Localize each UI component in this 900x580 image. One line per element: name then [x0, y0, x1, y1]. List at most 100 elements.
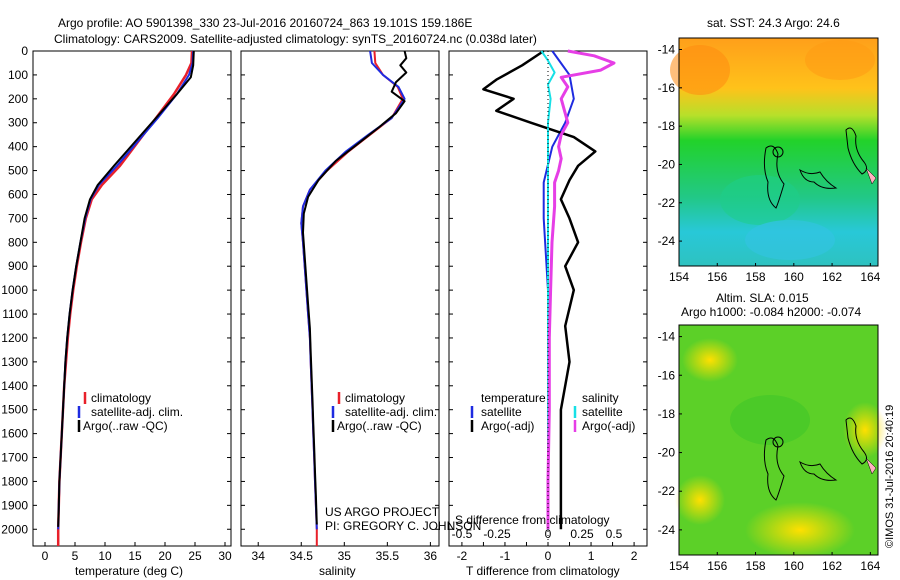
legend-label-climatology: climatology	[91, 391, 151, 405]
island-outline	[799, 460, 838, 481]
temperature-axis-label: temperature (deg C)	[75, 564, 183, 578]
depth-tick-label: 600	[8, 187, 28, 201]
sst-map-title: sat. SST: 24.3 Argo: 24.6	[707, 16, 840, 30]
map-x-tick-label: 162	[822, 559, 842, 573]
map-y-tick-label: -14	[658, 330, 676, 344]
sst-map-frame	[678, 37, 879, 267]
s-tick-label: -0.25	[483, 527, 511, 541]
map-x-tick-label: 164	[860, 559, 880, 573]
salinity-series	[300, 50, 408, 546]
legend-label-temp-argo: Argo(-adj)	[481, 419, 534, 433]
island-outline	[845, 417, 868, 465]
title-line-2: Climatology: CARS2009. Satellite-adjuste…	[54, 32, 537, 46]
sla-map-title-1: Altim. SLA: 0.015	[716, 291, 809, 305]
depth-tick-label: 1500	[1, 403, 28, 417]
map-y-tick-label: -24	[658, 234, 676, 248]
depth-tick-label: 1400	[1, 379, 28, 393]
s-tick-label: 0.5	[606, 527, 623, 541]
depth-tick-label: 1300	[1, 355, 28, 369]
x-tick-label: 2	[631, 549, 638, 563]
series-line	[540, 50, 556, 530]
map-x-tick-label: 154	[669, 270, 689, 284]
title-line-1: Argo profile: AO 5901398_330 23-Jul-2016…	[58, 16, 472, 30]
temperature-legend: climatology satellite-adj. clim. Argo(..…	[77, 391, 183, 433]
sst-map: sat. SST: 24.3 Argo: 24.6 -14 -16 -18 -20 -2…	[658, 16, 881, 284]
x-tick-label: 34	[252, 549, 266, 563]
x-tick-label: 30	[218, 549, 232, 563]
map-y-tick-label: -22	[658, 484, 676, 498]
series-line	[57, 50, 195, 530]
salinity-axis-label: salinity	[319, 564, 356, 578]
x-tick-label: 0	[42, 549, 49, 563]
s-tick-label: 0.25	[570, 527, 594, 541]
x-tick-label: 10	[98, 549, 112, 563]
x-tick-label: 1	[588, 549, 595, 563]
map-x-tick-label: 162	[822, 270, 842, 284]
map-y-tick-label: -18	[658, 407, 676, 421]
depth-tick-label: 0	[21, 44, 28, 58]
island-outline	[763, 437, 785, 501]
depth-tick-label: 100	[8, 68, 28, 82]
argo-position-marker	[772, 146, 784, 158]
map-x-tick-label: 160	[784, 270, 804, 284]
map-x-tick-label: 160	[784, 559, 804, 573]
island-outline	[763, 145, 785, 209]
depth-tick-label: 1100	[2, 307, 28, 321]
pi-label: PI: GREGORY C. JOHNSON	[325, 519, 481, 533]
depth-tick-label: 1800	[1, 474, 28, 488]
project-label: US ARGO PROJECT	[325, 505, 440, 519]
temperature-series	[56, 50, 195, 546]
sst-map-y-axis: -14 -16 -18 -20 -22 -24	[658, 42, 682, 248]
legend-label-satellite: satellite-adj. clim.	[345, 405, 437, 419]
x-tick-label: -2	[457, 549, 468, 563]
depth-axis: 0 100 200 300 400 500 600 700 800 900 1000 1100 1200…	[1, 44, 647, 536]
series-line	[546, 49, 616, 530]
difference-x-axis: -2 -1 0 1 2 -0.5 -0.25 0 0.25 0.5	[452, 527, 638, 563]
map-y-tick-label: -16	[658, 368, 676, 382]
depth-tick-label: 1200	[1, 331, 28, 345]
map-x-tick-label: 164	[860, 270, 880, 284]
x-tick-label: 34.5	[290, 549, 314, 563]
map-y-tick-label: -16	[658, 81, 676, 95]
depth-tick-label: 1900	[1, 498, 28, 512]
sla-map-title-2: Argo h1000: -0.084 h2000: -0.074	[681, 305, 861, 319]
depth-tick-label: 700	[8, 211, 28, 225]
sst-map-x-axis: 154 156 158 160 162 164	[669, 263, 881, 284]
legend-title-salinity: salinity	[582, 391, 619, 405]
map-x-tick-label: 156	[707, 559, 727, 573]
salinity-x-axis: 34 34.5 35 35.5 36	[252, 542, 438, 563]
depth-tick-label: 1700	[1, 451, 28, 465]
series-line	[482, 49, 597, 530]
depth-tick-label: 1600	[1, 427, 28, 441]
series-line	[300, 50, 406, 530]
series-line	[56, 50, 194, 546]
map-y-tick-label: -18	[658, 119, 676, 133]
temperature-panel-frame	[32, 50, 232, 547]
sla-map-frame	[678, 324, 879, 556]
sla-map-x-axis: 154 156 158 160 162 164	[669, 552, 881, 573]
series-line	[57, 50, 195, 527]
depth-tick-label: 500	[8, 164, 28, 178]
depth-tick-label: 2000	[1, 522, 28, 536]
x-tick-label: 35.5	[376, 549, 400, 563]
depth-tick-label: 800	[8, 235, 28, 249]
depth-tick-label: 200	[8, 92, 28, 106]
x-tick-label: 36	[424, 549, 438, 563]
series-line	[302, 50, 408, 525]
legend-label-satellite: satellite-adj. clim.	[91, 405, 183, 419]
x-tick-label: 25	[188, 549, 202, 563]
argo-position-marker	[772, 436, 784, 448]
island-outline	[799, 168, 838, 189]
x-tick-label: 0	[545, 549, 552, 563]
legend-label-sal-satellite: satellite	[582, 405, 623, 419]
difference-series	[482, 49, 616, 530]
x-tick-label: 20	[158, 549, 172, 563]
series-line	[542, 50, 575, 530]
map-y-tick-label: -20	[658, 446, 676, 460]
map-x-tick-label: 158	[746, 559, 766, 573]
map-x-tick-label: 156	[707, 270, 727, 284]
coast-fragment	[865, 167, 877, 185]
series-line	[300, 50, 404, 546]
map-x-tick-label: 154	[669, 559, 689, 573]
